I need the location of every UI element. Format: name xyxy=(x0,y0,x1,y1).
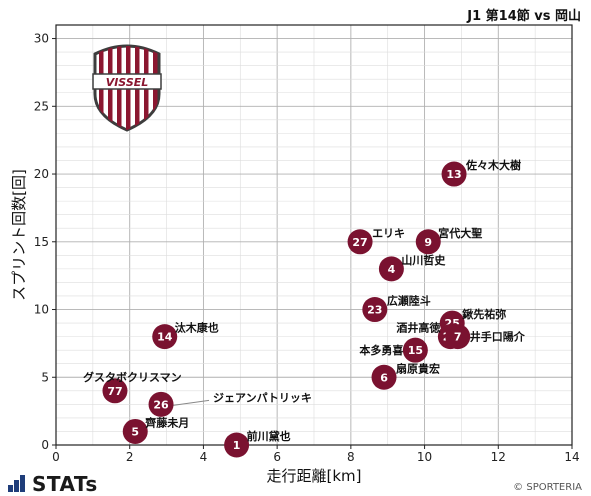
player-number: 15 xyxy=(408,344,423,357)
leader-line xyxy=(172,399,210,406)
player-marker xyxy=(441,161,467,187)
player-marker xyxy=(224,432,250,458)
player-number: 27 xyxy=(352,236,367,249)
player-marker xyxy=(148,391,174,417)
player-marker xyxy=(102,378,128,404)
player-name-label: 佐々木大樹 xyxy=(465,158,521,172)
player-name-label: 齊藤未月 xyxy=(144,415,189,429)
y-tick-label: 5 xyxy=(41,370,49,384)
player-points: 132794232524715614772651 xyxy=(102,161,471,458)
player-number: 14 xyxy=(157,331,173,344)
player-number: 6 xyxy=(380,371,388,384)
match-title: J1 第14節 vs 岡山 xyxy=(467,9,581,24)
shield-band xyxy=(92,73,162,90)
player-name-label: 山川哲史 xyxy=(401,253,446,267)
x-tick-label: 14 xyxy=(564,450,579,464)
x-tick-label: 8 xyxy=(347,450,355,464)
player-name-label: 宮代大聖 xyxy=(438,226,482,240)
player-marker xyxy=(415,229,441,255)
player-marker xyxy=(445,324,471,350)
vissel-kobe-logo: VISSEL xyxy=(92,44,162,132)
player-number: 1 xyxy=(233,439,241,452)
x-tick-label: 0 xyxy=(52,450,60,464)
plot-frame xyxy=(55,24,573,446)
player-number: 7 xyxy=(454,331,462,344)
player-number: 23 xyxy=(367,304,382,317)
player-name-label: 前川黛也 xyxy=(247,429,291,443)
y-axis-title: スプリント回数[回] xyxy=(10,169,28,301)
player-marker xyxy=(347,229,373,255)
y-tick-label: 10 xyxy=(34,303,49,317)
player-marker xyxy=(122,418,148,444)
y-tick-label: 15 xyxy=(34,235,49,249)
copyright-text: © SPORTERIA xyxy=(513,482,582,493)
x-tick-label: 4 xyxy=(200,450,208,464)
player-name-label: 本多勇喜 xyxy=(359,343,403,357)
y-tick-label: 25 xyxy=(34,99,49,113)
y-tick-label: 0 xyxy=(41,438,49,452)
player-marker xyxy=(402,337,428,363)
player-number: 77 xyxy=(107,385,122,398)
player-name-label: エリキ xyxy=(372,227,405,240)
x-tick-label: 10 xyxy=(417,450,432,464)
player-number: 4 xyxy=(388,263,396,276)
x-tick-label: 6 xyxy=(273,450,281,464)
player-number: 9 xyxy=(424,236,432,249)
player-name-label: 鍬先祐弥 xyxy=(462,307,506,321)
stats-logo-text: STATs xyxy=(32,472,98,496)
x-tick-label: 2 xyxy=(126,450,134,464)
y-tick-label: 20 xyxy=(34,167,49,181)
player-name-label: 汰木康也 xyxy=(175,321,219,335)
player-name-label: 井手口陽介 xyxy=(470,330,526,344)
x-axis-title: 走行距離[km] xyxy=(266,467,361,485)
player-name-label: ジェアンパトリッキ xyxy=(213,391,312,404)
player-marker xyxy=(378,256,404,282)
label-leader-lines xyxy=(172,399,210,406)
stats-bars-icon xyxy=(8,475,26,493)
axes: 0 2 4 6 8 10 12 14051015202530走行距離[km]スプリント回数[回… xyxy=(10,24,580,485)
player-number: 13 xyxy=(446,168,461,181)
player-marker xyxy=(371,364,397,390)
player-number: 26 xyxy=(153,398,169,411)
stats-logo: STATs xyxy=(8,472,98,496)
x-tick-label: 12 xyxy=(491,450,506,464)
player-marker xyxy=(152,324,178,350)
y-tick-label: 30 xyxy=(34,32,49,46)
player-name-label: 酒井高徳 xyxy=(396,321,440,335)
logo-text: VISSEL xyxy=(106,76,149,89)
player-number: 5 xyxy=(131,425,139,438)
player-name-label: 扇原貴宏 xyxy=(396,361,440,375)
player-name-label: 広瀬陸斗 xyxy=(387,294,431,308)
player-marker xyxy=(362,297,388,323)
player-name-label: グスタボクリスマン xyxy=(83,370,182,384)
